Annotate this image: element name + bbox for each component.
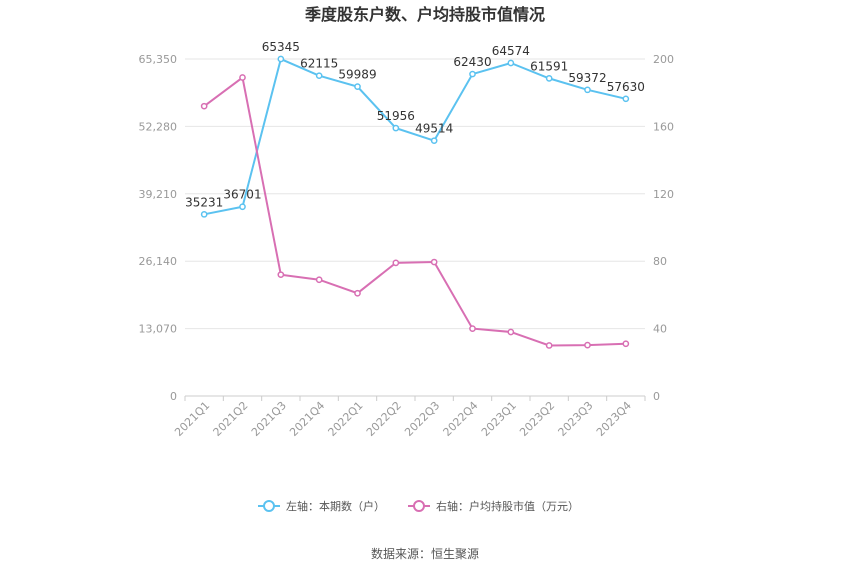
series-point-left[interactable] xyxy=(239,203,246,211)
x-tick-label: 2021Q1 xyxy=(172,399,212,439)
x-tick-label: 2023Q2 xyxy=(517,399,557,439)
legend-item-right[interactable]: 右轴：户均持股市值（万元） xyxy=(408,499,579,513)
x-axis: 2021Q12021Q22021Q32021Q42022Q12022Q22022… xyxy=(172,396,646,439)
left-axis: 0 13,070 26,140 39,210 52,280 65,350 xyxy=(139,53,178,403)
right-tick-label: 120 xyxy=(653,188,674,201)
series-point-left[interactable] xyxy=(200,210,208,218)
data-label: 62430 xyxy=(453,55,491,69)
left-tick-label: 65,350 xyxy=(139,53,178,66)
left-tick-label: 52,280 xyxy=(139,120,178,133)
series-point-left[interactable] xyxy=(584,86,591,94)
legend-label-left: 左轴：本期数（户） xyxy=(286,499,385,513)
x-tick-label: 2022Q4 xyxy=(441,399,481,439)
legend-item-left[interactable]: 左轴：本期数（户） xyxy=(258,499,385,513)
series-point-left[interactable] xyxy=(622,95,630,103)
data-label: 61591 xyxy=(530,59,568,73)
left-tick-label: 0 xyxy=(170,390,177,403)
left-tick-label: 39,210 xyxy=(139,188,178,201)
data-label: 65345 xyxy=(262,40,300,54)
series-point-right[interactable] xyxy=(354,289,361,297)
right-tick-label: 40 xyxy=(653,323,667,336)
series-point-right[interactable] xyxy=(430,258,438,266)
x-tick-label: 2023Q1 xyxy=(479,399,519,439)
x-tick-label: 2022Q2 xyxy=(364,399,404,439)
series-point-right[interactable] xyxy=(545,342,553,349)
x-tick-label: 2021Q2 xyxy=(211,399,251,439)
series-point-left[interactable] xyxy=(545,75,553,82)
series-point-right[interactable] xyxy=(507,328,515,336)
source-text: 数据来源：恒生聚源 xyxy=(371,546,479,561)
legend-swatch-left-marker xyxy=(263,500,275,512)
data-label: 62115 xyxy=(300,57,338,71)
data-label: 59372 xyxy=(568,71,606,85)
x-tick-label: 2023Q4 xyxy=(594,399,634,439)
x-tick-label: 2021Q4 xyxy=(287,399,327,439)
series-point-right[interactable] xyxy=(584,341,591,349)
data-label: 36701 xyxy=(223,188,261,202)
series-line-right xyxy=(203,75,626,347)
left-tick-label: 13,070 xyxy=(139,323,178,336)
series-point-left[interactable] xyxy=(507,59,515,67)
data-label: 49514 xyxy=(415,122,453,136)
series-point-right[interactable] xyxy=(315,276,323,284)
series-point-right[interactable] xyxy=(622,340,630,348)
x-tick-label: 2021Q3 xyxy=(249,399,289,439)
series-point-left[interactable] xyxy=(354,83,361,90)
data-label: 64574 xyxy=(492,44,530,58)
x-tick-label: 2023Q3 xyxy=(556,399,596,439)
legend-label-right: 右轴：户均持股市值（万元） xyxy=(436,499,579,513)
data-label: 35231 xyxy=(185,195,223,209)
series-point-left[interactable] xyxy=(469,70,476,78)
legend-swatch-right-marker xyxy=(413,500,425,512)
data-label: 51956 xyxy=(377,109,415,123)
series-point-left[interactable] xyxy=(430,137,438,145)
data-label: 59989 xyxy=(338,68,376,82)
series xyxy=(200,55,630,349)
right-tick-label: 160 xyxy=(653,120,674,133)
right-tick-label: 200 xyxy=(653,53,674,66)
series-point-right[interactable] xyxy=(200,102,208,110)
x-tick-label: 2022Q1 xyxy=(326,399,366,439)
series-point-right[interactable] xyxy=(239,74,246,81)
right-tick-label: 0 xyxy=(653,390,660,403)
series-point-right[interactable] xyxy=(277,271,285,279)
data-label: 57630 xyxy=(607,80,645,94)
right-axis: 0 40 80 120 160 200 xyxy=(653,53,674,403)
legend: 左轴：本期数（户） 右轴：户均持股市值（万元） xyxy=(258,499,579,513)
left-tick-label: 26,140 xyxy=(139,255,178,268)
chart-title: 季度股东户数、户均持股市值情况 xyxy=(304,5,545,24)
series-point-right[interactable] xyxy=(392,259,400,267)
right-tick-label: 80 xyxy=(653,255,667,268)
series-point-left[interactable] xyxy=(277,55,285,63)
series-point-left[interactable] xyxy=(315,72,323,80)
series-point-left[interactable] xyxy=(392,124,400,132)
series-line-left xyxy=(203,57,627,216)
x-tick-label: 2022Q3 xyxy=(402,399,442,439)
series-point-right[interactable] xyxy=(469,325,476,332)
